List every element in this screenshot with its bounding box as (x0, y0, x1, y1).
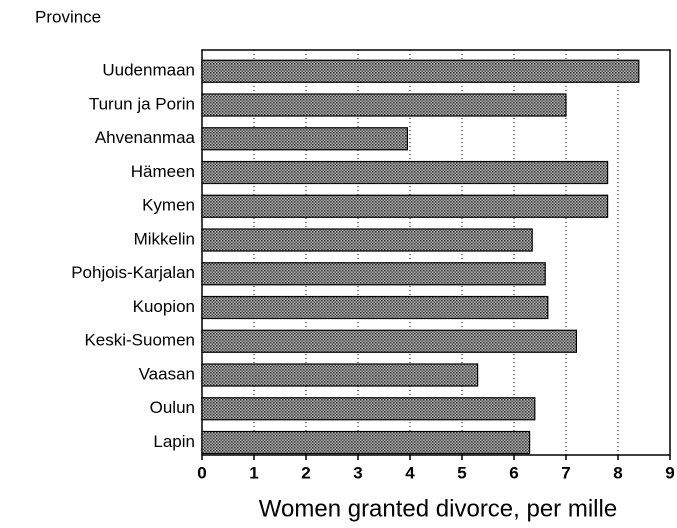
y-tick-label: Vaasan (139, 364, 195, 383)
bar (201, 93, 567, 117)
y-tick-label: Ahvenanmaa (95, 128, 196, 147)
x-tick-label: 6 (509, 463, 518, 482)
bar (201, 59, 640, 83)
y-tick-label: Pohjois-Karjalan (71, 263, 195, 282)
y-tick-label: Kuopion (133, 297, 195, 316)
bar (201, 430, 531, 455)
y-tick-label: Hämeen (131, 162, 195, 181)
bar (201, 329, 577, 353)
y-tick-label: Mikkelin (134, 229, 195, 248)
y-tick-label: Kymen (142, 196, 195, 215)
x-tick-label: 8 (613, 463, 622, 482)
y-tick-label: Oulun (150, 398, 195, 417)
bar (201, 194, 609, 218)
y-axis-title: Province (35, 7, 101, 26)
bar (201, 397, 536, 421)
y-tick-label: Turun ja Porin (89, 94, 195, 113)
y-tick-label: Uudenmaan (102, 61, 195, 80)
x-tick-label: 0 (197, 463, 206, 482)
bar (201, 127, 408, 151)
y-tick-label: Keski-Suomen (84, 331, 195, 350)
plot-frame (201, 49, 671, 456)
x-tick-label: 7 (561, 463, 570, 482)
bar (201, 160, 609, 185)
x-tick-label: 4 (405, 463, 415, 482)
bar (201, 228, 533, 252)
x-tick-label: 3 (353, 463, 362, 482)
x-tick-label: 5 (457, 463, 466, 482)
x-tick-label: 2 (301, 463, 310, 482)
bar (201, 295, 549, 320)
bar (201, 363, 479, 387)
x-tick-label: 9 (665, 463, 674, 482)
x-axis-title: Women granted divorce, per mille (259, 495, 617, 522)
x-tick-label: 1 (249, 463, 258, 482)
y-tick-label: Lapin (153, 432, 195, 451)
bar (201, 262, 546, 286)
